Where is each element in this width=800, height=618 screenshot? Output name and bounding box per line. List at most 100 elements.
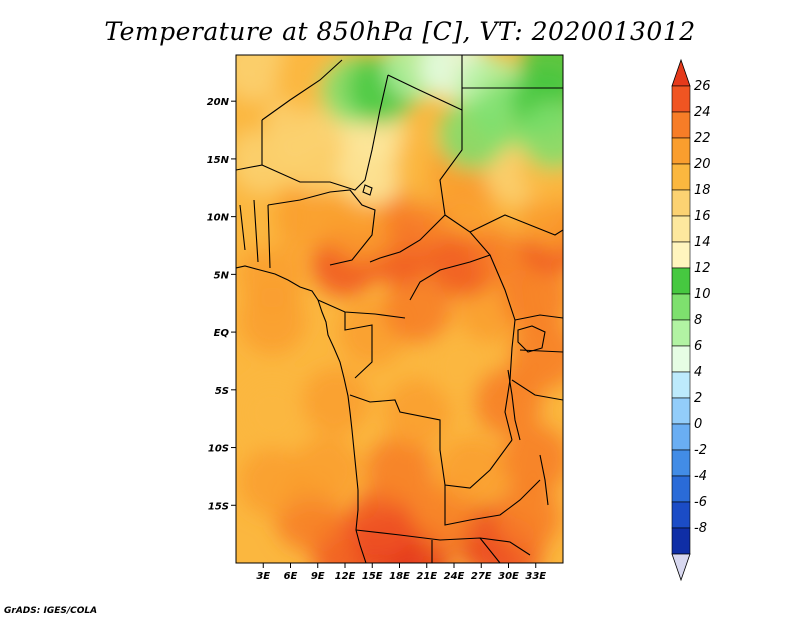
colorbar-cell (671, 85, 691, 113)
colorbar-cell (671, 449, 691, 477)
border-cameroon-gabon (317, 299, 406, 319)
colorbar-label: 26 (694, 79, 711, 94)
colorbar-label: 20 (694, 157, 711, 172)
colorbar-label: 4 (694, 365, 702, 380)
lat-tick: 10N (207, 213, 236, 224)
temperature-blob (438, 436, 507, 505)
lat-tick-label: 5S (215, 386, 229, 397)
colorbar-cell (671, 163, 691, 191)
lon-tick: 30E (498, 563, 519, 582)
colorbar-label: -8 (694, 521, 707, 536)
lon-tick-label: 27E (471, 571, 492, 582)
colorbar-cell (671, 189, 691, 217)
grads-credit: GrADS: IGES/COLA (4, 606, 97, 616)
border-nigeria-north (267, 189, 376, 266)
colorbar-cell (671, 293, 691, 321)
colorbar-label: 14 (694, 235, 711, 250)
lat-tick: 15S (208, 501, 236, 512)
colorbar-cell (671, 527, 691, 555)
colorbar-label: 6 (694, 339, 702, 354)
lon-tick: 12E (335, 563, 356, 582)
colorbar-cell (671, 241, 691, 269)
coastline-west (236, 265, 367, 563)
lon-tick-label: 24E (444, 571, 465, 582)
temperature-blob (438, 101, 507, 170)
temperature-blob (383, 275, 452, 343)
colorbar-label: 18 (694, 183, 711, 198)
lon-tick: 21E (416, 563, 437, 582)
lake-chad (362, 184, 373, 196)
colorbar-bottom-arrow (671, 553, 691, 582)
latitude-axis: 20N 15N 10N 5N EQ 5S 10S 15S (207, 97, 236, 512)
lat-tick-label: 5N (214, 270, 230, 281)
colorbar-cell (671, 267, 691, 295)
lat-tick-label: EQ (214, 328, 230, 339)
lat-tick: 20N (207, 97, 236, 108)
border-libya-egypt (387, 55, 463, 111)
temperature-blob (383, 378, 452, 447)
lat-tick: 10S (208, 444, 236, 455)
colorbar-cell (671, 423, 691, 451)
lake-tanganyika (507, 369, 521, 441)
colorbar-top-arrow (671, 58, 691, 87)
temperature-field (236, 55, 563, 563)
lat-tick: 15N (207, 155, 236, 166)
colorbar-cell (671, 215, 691, 243)
temperature-blob (238, 448, 307, 517)
colorbar-label: 12 (694, 261, 711, 276)
lon-tick-label: 3E (256, 571, 270, 582)
colorbar: 26 24 22 20 18 16 14 12 10 8 6 4 2 0 -2 … (671, 58, 711, 582)
colorbar-label: -2 (694, 443, 707, 458)
temperature-blob (274, 182, 343, 251)
lat-tick: 5S (215, 386, 236, 397)
lon-tick: 33E (525, 563, 546, 582)
colorbar-label: 10 (694, 287, 711, 302)
lon-tick-label: 6E (284, 571, 298, 582)
lon-tick-label: 21E (416, 571, 437, 582)
temperature-blob (519, 101, 563, 170)
lon-tick-label: 9E (311, 571, 325, 582)
border-westafrica-verticals (239, 199, 271, 269)
colorbar-labels: 26 24 22 20 18 16 14 12 10 8 6 4 2 0 -2 … (694, 79, 711, 536)
colorbar-label: -6 (694, 495, 707, 510)
border-congo (344, 312, 373, 379)
border-drc-east (489, 254, 516, 441)
colorbar-label: 8 (694, 313, 702, 328)
colorbar-cell (671, 397, 691, 425)
lake-malawi (539, 454, 549, 506)
colorbar-cell (671, 111, 691, 139)
border-drc-angola (349, 394, 513, 489)
boundaries (236, 55, 563, 563)
longitude-axis: 3E 6E 9E 12E 15E 18E 21E 24E 27E 30E 33E (256, 563, 546, 582)
lon-tick-label: 12E (335, 571, 356, 582)
lon-tick-label: 15E (362, 571, 383, 582)
lon-tick: 3E (256, 563, 270, 582)
lat-tick-label: 10S (208, 444, 229, 455)
temperature-blob (301, 367, 370, 436)
colorbar-cell (671, 319, 691, 347)
temperature-blob (501, 425, 563, 494)
colorbar-cell (671, 345, 691, 373)
border-ethiopia (469, 214, 563, 236)
colorbar-cell (671, 137, 691, 165)
colorbar-label: 22 (694, 131, 711, 146)
border-east-africa (511, 314, 563, 401)
temperature-blob (292, 436, 361, 505)
lon-tick: 9E (311, 563, 325, 582)
lat-tick-label: 15N (207, 155, 230, 166)
colorbar-cell (671, 501, 691, 529)
border-angola-namibia (355, 529, 531, 556)
temperature-blob (347, 488, 416, 557)
colorbar-label: 24 (694, 105, 711, 120)
colorbar-label: 0 (694, 417, 702, 432)
colorbar-cells (671, 58, 691, 582)
temperature-blob (236, 55, 289, 101)
colorbar-cell (671, 475, 691, 503)
temperature-blob (492, 482, 561, 551)
lat-tick-label: 15S (208, 501, 229, 512)
lon-tick-label: 18E (389, 571, 410, 582)
temperature-blob (238, 378, 307, 447)
border-sahel-1 (261, 59, 343, 121)
colorbar-cell (671, 371, 691, 399)
border-southern (431, 537, 501, 563)
